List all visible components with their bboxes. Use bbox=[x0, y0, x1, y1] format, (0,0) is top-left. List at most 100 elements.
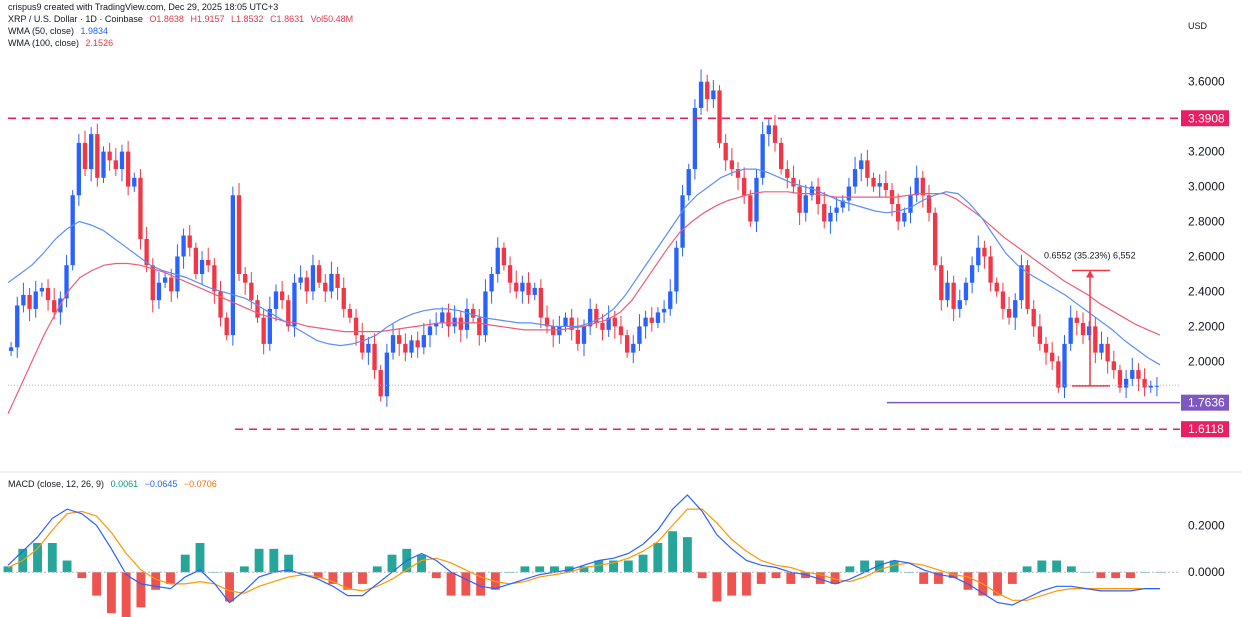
candle-body bbox=[717, 90, 722, 143]
candle bbox=[655, 307, 661, 329]
macd-hist-bar bbox=[372, 566, 382, 573]
candle-body bbox=[877, 183, 882, 187]
candle-body bbox=[267, 308, 272, 344]
candle-body bbox=[1123, 378, 1129, 388]
candle bbox=[1142, 368, 1147, 397]
candle bbox=[1130, 357, 1135, 386]
macd-hist-bar bbox=[62, 560, 72, 573]
candle bbox=[15, 296, 20, 358]
macd-hist-value: 0.0061 bbox=[110, 479, 139, 489]
candle-body bbox=[785, 169, 790, 178]
candle-body bbox=[292, 282, 297, 327]
candle-body bbox=[1031, 308, 1036, 327]
candle-body bbox=[353, 317, 359, 336]
candle bbox=[249, 272, 254, 309]
candle-body bbox=[384, 352, 390, 397]
macd-line-value: −0.0645 bbox=[144, 479, 178, 489]
candle-body bbox=[575, 329, 580, 344]
candle bbox=[409, 335, 414, 358]
macd-hist-bar bbox=[328, 572, 338, 584]
candle-body bbox=[119, 151, 125, 170]
level-label: 3.3908 bbox=[1188, 111, 1225, 125]
candle bbox=[82, 130, 88, 177]
price-tick-label: 2.2000 bbox=[1188, 319, 1225, 333]
macd-hist-bar bbox=[166, 572, 175, 584]
candle bbox=[255, 294, 260, 323]
candle bbox=[705, 74, 710, 112]
candle bbox=[932, 207, 938, 271]
candle-body bbox=[286, 300, 291, 327]
candle bbox=[1154, 377, 1160, 397]
candle-body bbox=[606, 317, 611, 330]
candle-body bbox=[1154, 385, 1160, 387]
candle-body bbox=[1068, 317, 1073, 344]
macd-hist-bar bbox=[387, 554, 397, 573]
candle bbox=[470, 303, 476, 323]
candle bbox=[526, 272, 531, 304]
wma100-legend[interactable]: WMA (100, close) 2.1526 bbox=[8, 38, 117, 49]
candle bbox=[778, 137, 784, 175]
candle bbox=[477, 308, 482, 346]
candle-body bbox=[643, 317, 648, 327]
candle-body bbox=[612, 317, 617, 327]
macd-hist-bar bbox=[1066, 566, 1076, 573]
candle bbox=[840, 195, 845, 213]
candle bbox=[261, 308, 266, 355]
candle bbox=[1013, 293, 1018, 330]
candle bbox=[988, 245, 993, 292]
macd-hist-bar bbox=[919, 572, 929, 584]
candle bbox=[538, 279, 544, 329]
macd-hist-bar bbox=[180, 554, 190, 573]
candle bbox=[323, 273, 328, 302]
candle-body bbox=[206, 259, 211, 266]
candle-body bbox=[1117, 370, 1123, 388]
candle-body bbox=[1013, 300, 1018, 318]
macd-hist-bar bbox=[313, 572, 323, 579]
candle-body bbox=[501, 247, 507, 266]
candle bbox=[1105, 336, 1110, 374]
candle-body bbox=[514, 282, 519, 292]
macd-hist-bar bbox=[653, 542, 663, 573]
candle bbox=[1148, 380, 1153, 393]
candle bbox=[181, 228, 186, 269]
candle-body bbox=[544, 317, 550, 327]
candle bbox=[206, 247, 211, 273]
macd-hist-bar bbox=[1037, 560, 1047, 573]
candle bbox=[514, 270, 519, 299]
macd-hist-bar bbox=[874, 560, 884, 573]
candle-body bbox=[994, 282, 999, 292]
candle-body bbox=[896, 204, 901, 222]
candle-body bbox=[224, 317, 229, 336]
wma50-legend[interactable]: WMA (50, close) 1.9834 bbox=[8, 26, 112, 37]
candle bbox=[310, 254, 316, 301]
candle-body bbox=[902, 212, 907, 222]
candle-body bbox=[298, 277, 303, 283]
macd-hist-bar bbox=[1096, 572, 1106, 579]
macd-tick-label: 0.2000 bbox=[1188, 518, 1225, 532]
macd-hist-bar bbox=[461, 572, 471, 596]
candle bbox=[169, 268, 174, 302]
macd-hist-bar bbox=[594, 560, 604, 573]
candle bbox=[292, 273, 297, 337]
candle bbox=[495, 237, 500, 283]
candle bbox=[403, 333, 408, 362]
candle-body bbox=[409, 340, 414, 353]
candle bbox=[815, 177, 821, 215]
candle bbox=[1068, 305, 1073, 351]
candle bbox=[1037, 314, 1043, 351]
candle-body bbox=[433, 322, 439, 327]
candle-body bbox=[551, 326, 556, 336]
candle-body bbox=[859, 160, 864, 170]
ohlc-high: H1.9157 bbox=[190, 14, 225, 24]
candle-body bbox=[668, 291, 673, 309]
macd-legend[interactable]: MACD (close, 12, 26, 9) 0.0061 −0.0645 −… bbox=[8, 479, 221, 490]
candle bbox=[125, 141, 131, 196]
candle bbox=[1031, 300, 1036, 337]
candle bbox=[366, 336, 371, 365]
candle-body bbox=[1037, 326, 1043, 344]
candle bbox=[1062, 335, 1067, 399]
candle bbox=[501, 242, 507, 271]
candle-body bbox=[175, 256, 180, 292]
macd-hist-bar bbox=[298, 572, 308, 573]
